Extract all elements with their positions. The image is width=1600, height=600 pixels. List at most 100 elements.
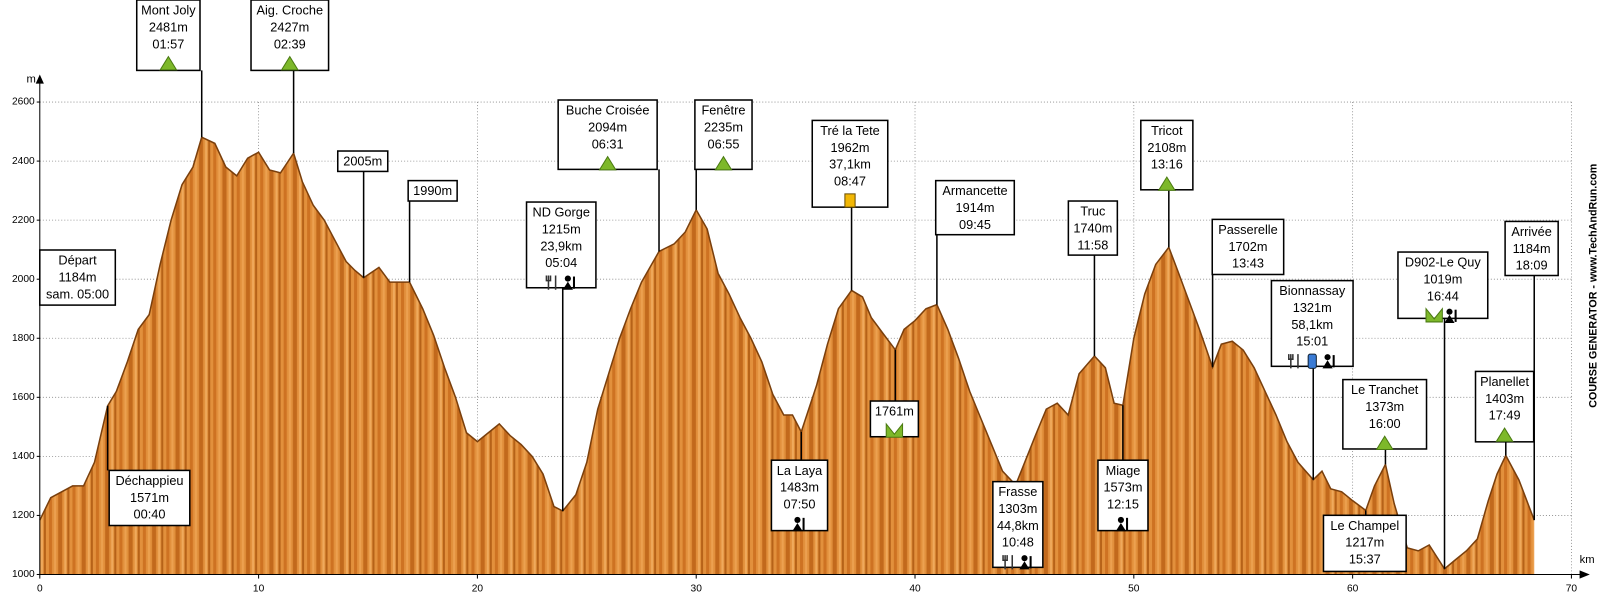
waypoint-label: 16:00	[1369, 416, 1401, 431]
aid-icon	[564, 275, 571, 282]
x-tick-label: 20	[472, 583, 484, 594]
waypoint-label: La Laya	[777, 463, 823, 478]
waypoint-label: 1019m	[1423, 271, 1462, 286]
summit-icon	[598, 155, 617, 171]
waypoint-label: Tricot	[1151, 123, 1183, 138]
x-arrow	[1579, 570, 1590, 579]
waypoint-label: Mont Joly	[141, 3, 196, 18]
waypoint-label: 06:31	[592, 136, 624, 151]
waypoint-label: 1321m	[1293, 300, 1332, 315]
summit-icon	[159, 55, 178, 71]
x-tick-label: 30	[691, 583, 703, 594]
waypoint-label: 1702m	[1228, 239, 1267, 254]
waypoint-label: 02:39	[274, 36, 306, 51]
food-icon	[1002, 555, 1014, 570]
waypoint-label: 1483m	[780, 480, 819, 495]
waypoint-label: 12:15	[1107, 496, 1139, 511]
waypoint-label: 1373m	[1365, 399, 1404, 414]
aid-icon	[562, 281, 573, 290]
y-tick-label: 1400	[12, 451, 35, 462]
x-tick-label: 70	[1566, 583, 1578, 594]
waypoint-label: 1740m	[1073, 220, 1112, 235]
y-tick-label: 1200	[12, 510, 35, 521]
y-tick-label: 1800	[12, 333, 35, 344]
x-tick-label: 0	[37, 583, 43, 594]
waypoint-label: 1573m	[1103, 480, 1142, 495]
y-tick-label: 2200	[12, 215, 35, 226]
waypoint-label: 07:50	[784, 496, 816, 511]
waypoint-box	[1397, 251, 1489, 320]
waypoint-label: 08:47	[834, 174, 866, 189]
aid-icon	[794, 516, 801, 523]
waypoint-label: 11:58	[1077, 237, 1108, 252]
waypoint-label: 05:04	[545, 255, 577, 270]
waypoint-label: Le Tranchet	[1351, 382, 1419, 397]
waypoint-box	[811, 119, 889, 208]
waypoint-label: 15:37	[1349, 552, 1381, 567]
waypoint-label: Bionnassay	[1279, 283, 1346, 298]
waypoint-label: Départ	[58, 253, 97, 268]
waypoint-label: D902-Le Quy	[1405, 255, 1481, 270]
waypoint-box	[525, 201, 597, 289]
y-axis-label: m	[27, 74, 36, 86]
waypoint-label: 13:43	[1232, 256, 1264, 271]
waypoint-label: 1303m	[998, 501, 1037, 516]
waypoint-label: Armancette	[942, 183, 1007, 198]
waypoint-box	[934, 179, 1016, 236]
food-icon	[545, 275, 557, 290]
summit-icon	[1157, 176, 1176, 191]
waypoint-label: ND Gorge	[533, 205, 590, 220]
aid-icon	[792, 522, 803, 532]
drink-icon	[844, 193, 856, 208]
y-tick-label: 2600	[12, 97, 35, 108]
waypoint-label: 06:55	[708, 136, 740, 151]
y-tick-label: 1600	[12, 392, 35, 403]
summit-icon	[280, 55, 299, 71]
waypoint-label: 00:40	[134, 507, 166, 522]
waypoint-label: 23,9km	[540, 238, 582, 253]
aid-icon	[1115, 522, 1127, 532]
aid-icon	[1019, 561, 1030, 570]
waypoint-label: Miage	[1106, 463, 1141, 478]
waypoint-label: 1215m	[542, 221, 581, 236]
waypoint-label: Aig. Croche	[256, 3, 323, 18]
waypoint-label: 10:48	[1002, 535, 1034, 550]
waypoint-label: 1403m	[1485, 391, 1524, 406]
waypoint-box	[336, 150, 389, 173]
waypoint-label: Frasse	[998, 484, 1037, 499]
waypoint-label: 16:44	[1427, 288, 1459, 303]
aid-icon	[1444, 314, 1455, 323]
waypoint-label: 2108m	[1147, 140, 1186, 155]
waypoint-box	[1067, 200, 1119, 256]
waypoint-label: Tré la Tete	[820, 123, 880, 138]
bottle-icon	[1307, 353, 1317, 369]
waypoint-label: 2427m	[270, 19, 309, 34]
summit-icon	[1495, 427, 1514, 442]
waypoint-label: 1184m	[1513, 241, 1551, 256]
waypoint-label: Buche Croisée	[566, 103, 650, 118]
waypoint-label: 1217m	[1345, 535, 1384, 550]
summit-icon	[714, 155, 733, 171]
waypoint-label: 13:16	[1151, 157, 1183, 172]
x-tick-label: 60	[1347, 583, 1359, 594]
watermark: COURSE GENERATOR - www.TechAndRun.com	[1588, 164, 1600, 408]
x-tick-label: 50	[1128, 583, 1140, 594]
x-tick-label: 10	[253, 583, 265, 594]
waypoint-label: 2094m	[588, 119, 627, 134]
waypoint-label: 1571m	[130, 490, 169, 505]
waypoint-box	[407, 179, 458, 202]
aid-icon	[1117, 516, 1124, 523]
summit-icon	[1375, 435, 1394, 450]
waypoint-label: 37,1km	[829, 157, 871, 172]
waypoint-label: Arrivée	[1511, 224, 1551, 239]
profile-tint	[39, 137, 1535, 575]
waypoint-box	[1322, 514, 1407, 573]
waypoint-label: 18:09	[1516, 258, 1548, 273]
y-tick-label: 2000	[12, 274, 35, 285]
waypoint-label: 15:01	[1296, 334, 1328, 349]
profile-line	[39, 136, 1535, 571]
waypoint-label: 2005m	[343, 154, 382, 169]
y-arrow	[35, 74, 44, 84]
waypoint-label: 44,8km	[997, 518, 1039, 533]
